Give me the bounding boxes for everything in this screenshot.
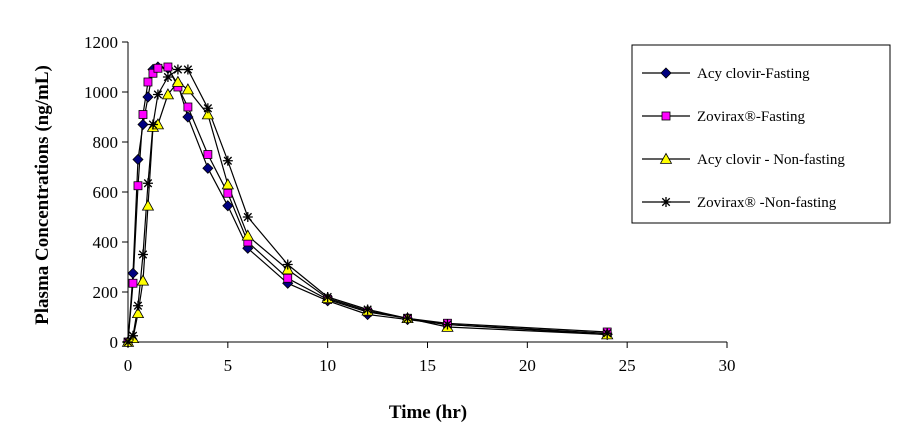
- data-point-series-4: [282, 259, 293, 270]
- data-point-series-2: [148, 68, 158, 78]
- data-point-series-2: [128, 278, 138, 288]
- y-axis-title: Plasma Concentrations (ng/mL): [32, 65, 53, 325]
- x-tick-label: 25: [619, 356, 636, 375]
- x-tick-label: 0: [124, 356, 133, 375]
- data-point-series-4: [242, 212, 253, 222]
- data-point-series-2: [283, 273, 293, 283]
- legend-box: [631, 44, 891, 224]
- x-axis-title: Time (hr): [389, 402, 467, 423]
- legend-label-4: Zovirax® -Non-fasting: [697, 195, 837, 211]
- data-point-series-1: [127, 267, 139, 279]
- data-point-series-4: [362, 304, 373, 315]
- data-point-series-2: [223, 188, 233, 198]
- series-lines: [127, 66, 608, 343]
- data-point-series-4: [162, 72, 173, 82]
- y-axis-ticks: 0 200 400 600 800 1000 1200: [84, 33, 128, 352]
- y-tick-label: 1000: [84, 83, 118, 102]
- y-tick-label: 400: [93, 233, 119, 252]
- x-tick-label: 20: [519, 356, 536, 375]
- y-tick-label: 600: [93, 183, 119, 202]
- data-point-series-4: [202, 103, 213, 114]
- y-tick-label: 200: [93, 283, 119, 302]
- legend-marker-2: [661, 111, 671, 121]
- data-point-series-2: [133, 181, 143, 191]
- data-point-series-3: [141, 199, 155, 211]
- data-point-series-4: [172, 64, 183, 75]
- y-tick-label: 0: [110, 333, 119, 352]
- series-line-4: [127, 68, 608, 343]
- chart-legend: Acy clovir-Fasting Zovirax®-Fasting Acy cl…: [631, 44, 891, 224]
- data-point-series-3: [136, 274, 150, 286]
- data-point-series-4: [222, 155, 233, 166]
- data-point-series-1: [142, 91, 154, 103]
- data-point-series-4: [127, 330, 138, 341]
- data-point-series-4: [602, 328, 613, 339]
- legend-marker-3: [659, 152, 673, 164]
- data-point-series-2: [203, 150, 213, 159]
- data-point-series-1: [182, 111, 194, 123]
- data-point-series-3: [201, 108, 215, 120]
- x-tick-label: 15: [419, 356, 436, 375]
- data-point-series-3: [221, 178, 235, 190]
- legend-label-1: Acy clovir-Fasting: [697, 66, 810, 82]
- series-line-2: [127, 66, 608, 343]
- legend-marker-1: [660, 67, 672, 79]
- data-point-series-4: [322, 292, 333, 302]
- data-point-series-4: [123, 337, 133, 347]
- data-point-series-4: [147, 119, 158, 130]
- x-axis-ticks: 0 5 10 15 20 25 30: [124, 342, 736, 375]
- data-point-series-4: [132, 300, 143, 311]
- legend-label-3: Acy clovir - Non-fasting: [697, 152, 845, 168]
- data-point-series-4: [137, 249, 148, 260]
- series-line-3: [127, 81, 608, 343]
- x-tick-label: 30: [719, 356, 736, 375]
- data-point-series-3: [161, 88, 175, 100]
- data-point-series-2: [183, 102, 193, 112]
- data-point-series-4: [142, 178, 153, 189]
- legend-marker-4: [661, 197, 671, 207]
- series-line-1: [127, 66, 608, 343]
- data-point-series-2: [143, 77, 153, 87]
- data-point-series-2: [163, 62, 173, 72]
- series-markers: [121, 61, 614, 348]
- data-point-series-1: [222, 200, 234, 212]
- data-point-series-3: [181, 83, 195, 95]
- data-point-series-2: [138, 110, 148, 119]
- data-point-series-4: [442, 319, 453, 330]
- x-tick-label: 10: [319, 356, 336, 375]
- data-point-series-4: [402, 313, 413, 324]
- legend-label-2: Zovirax®-Fasting: [697, 109, 806, 125]
- x-tick-label: 5: [224, 356, 233, 375]
- data-point-series-3: [241, 229, 254, 241]
- data-point-series-2: [153, 63, 163, 73]
- y-tick-label: 800: [93, 133, 119, 152]
- data-point-series-1: [137, 118, 149, 131]
- data-point-series-4: [182, 64, 193, 75]
- data-point-series-1: [132, 153, 144, 166]
- data-point-series-3: [131, 306, 145, 319]
- data-point-series-3: [171, 75, 185, 87]
- y-tick-label: 1200: [84, 33, 118, 52]
- data-point-series-1: [202, 162, 214, 174]
- data-point-series-4: [152, 89, 163, 100]
